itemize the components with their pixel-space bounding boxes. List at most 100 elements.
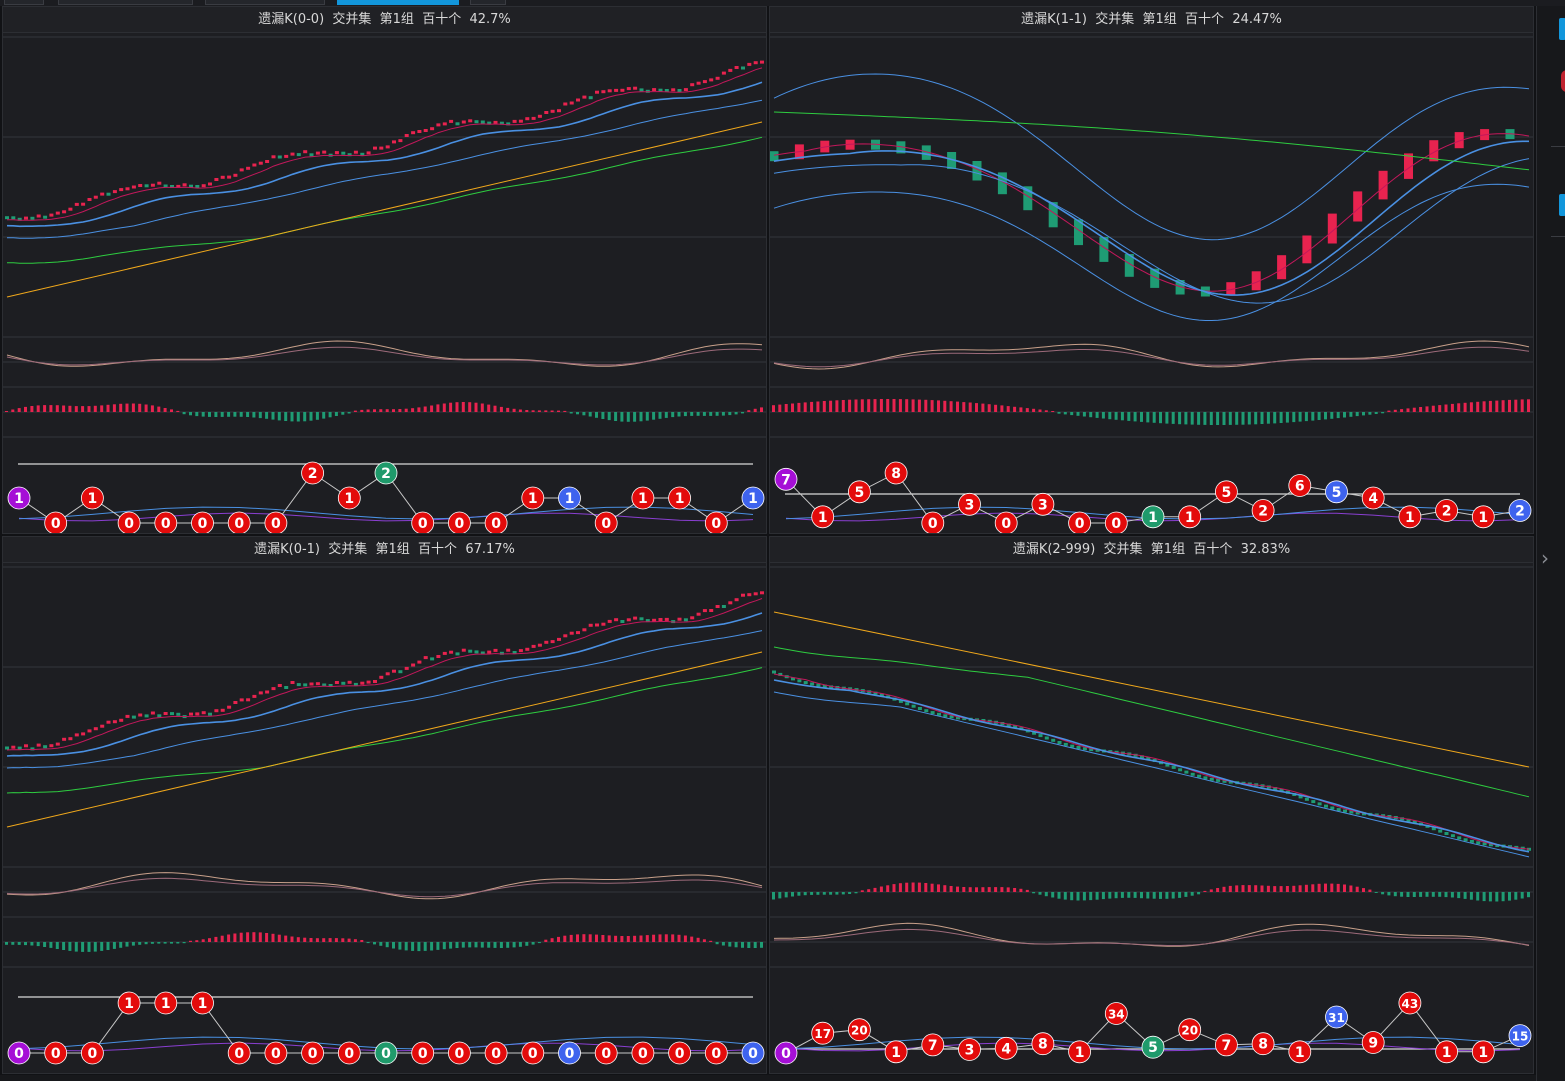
candle [664, 89, 669, 92]
candle [1412, 820, 1417, 824]
histogram-bar [728, 942, 732, 947]
histogram-bar [1495, 892, 1499, 902]
ma-line [6, 612, 763, 757]
histogram-bar [1019, 407, 1023, 412]
chart-svg[interactable]: 7 1 5 8 0 3 0 3 0 0 1 1 5 2 6 5 4 1 2 1 2 [770, 7, 1534, 534]
side-tab[interactable] [1559, 18, 1565, 40]
histogram-bar [461, 942, 465, 948]
histogram-bar [822, 892, 826, 895]
candle [1273, 787, 1278, 790]
histogram-bar [721, 412, 725, 416]
candle [150, 711, 155, 715]
histogram-bar [1412, 407, 1416, 412]
chevron-right-icon[interactable]: › [1541, 546, 1549, 570]
ma-line [773, 111, 1530, 171]
side-tab[interactable] [1559, 194, 1565, 216]
histogram-bar [835, 892, 839, 895]
toolbar-tab[interactable] [470, 0, 506, 5]
histogram-bar [709, 412, 713, 416]
count-circle [1104, 1002, 1128, 1025]
candle [112, 720, 117, 724]
histogram-bar [962, 887, 966, 892]
candle [347, 680, 352, 684]
indicator-line [773, 922, 1530, 947]
count-circle [7, 1041, 31, 1065]
candle [949, 715, 954, 719]
histogram-bar [1209, 412, 1213, 425]
histogram-bar [1108, 412, 1112, 420]
candle [334, 681, 339, 684]
histogram-bar [100, 942, 104, 951]
count-label: 0 [455, 516, 465, 532]
toolbar-button[interactable] [4, 0, 44, 5]
histogram-bar [328, 938, 332, 942]
histogram-bar [131, 403, 135, 412]
histogram-bar [1146, 892, 1150, 899]
histogram-bar [525, 942, 529, 946]
toolbar-tab[interactable] [58, 0, 193, 5]
candle [544, 111, 549, 114]
histogram-bar [170, 942, 173, 944]
candle [1076, 746, 1081, 749]
count-circle [301, 461, 325, 485]
chart-panel-0-0[interactable]: 遗漏K(0-0) 交并集 第1组 百十个 42.7% 1 0 1 0 0 0 0 0 2 1 2 0 0… [2, 6, 767, 534]
count-label: 1 [344, 491, 354, 507]
histogram-bar [1374, 412, 1378, 414]
candle [176, 184, 181, 188]
candle [506, 648, 511, 652]
histogram-bar [373, 942, 376, 945]
candle [277, 155, 282, 159]
candle [398, 139, 403, 143]
count-circle [1435, 499, 1458, 522]
candle [290, 681, 295, 684]
histogram-bar [1266, 412, 1270, 424]
candle [1355, 811, 1360, 815]
count-label: 1 [161, 996, 171, 1012]
histogram-bar [1228, 885, 1232, 892]
candle [49, 213, 54, 217]
histogram-bar [74, 942, 78, 952]
histogram-bar [620, 936, 624, 942]
count-label: 17 [814, 1027, 831, 1041]
histogram-bar [347, 938, 351, 942]
histogram-bar [930, 883, 934, 892]
histogram-bar [956, 886, 959, 892]
candle [290, 152, 295, 156]
candle [582, 628, 587, 632]
count-label: 1 [638, 491, 648, 507]
candle [265, 160, 270, 163]
chart-panel-1-1[interactable]: 遗漏K(1-1) 交并集 第1组 百十个 24.47% 7 1 5 8 0 3 0 3 0 0 1 1… [769, 6, 1534, 534]
candle [645, 619, 650, 623]
histogram-bar [398, 409, 402, 412]
histogram-bar [994, 887, 998, 892]
count-circle [558, 1041, 581, 1065]
histogram-bar [258, 932, 262, 942]
chart-svg[interactable]: 1 0 1 0 0 0 0 0 2 1 2 0 0 0 1 1 0 1 1 0 1 [3, 7, 767, 534]
side-indicator [1561, 70, 1565, 92]
count-circle [154, 991, 178, 1015]
candle [87, 729, 92, 733]
histogram-bar [1101, 412, 1105, 419]
toolbar-tab[interactable] [205, 0, 325, 5]
histogram-bar [81, 406, 85, 412]
histogram-bar [1412, 892, 1416, 897]
count-label: 2 [308, 466, 318, 482]
count-circle [1325, 480, 1348, 504]
chart-panel-2-999[interactable]: 遗漏K(2-999) 交并集 第1组 百十个 32.83% 0 17 20 1 7 3 4 8… [769, 536, 1534, 1074]
histogram-bar [43, 405, 47, 412]
histogram-bar [709, 940, 713, 942]
candle [924, 709, 929, 713]
candle [112, 190, 117, 194]
candle [709, 78, 714, 82]
histogram-bar [1082, 892, 1086, 901]
candle [360, 152, 365, 156]
toolbar-tab-active[interactable] [337, 0, 459, 5]
count-circle [411, 511, 435, 533]
chart-svg[interactable]: 0 0 0 1 1 1 0 0 0 0 0 0 0 0 0 0 0 0 0 0 0 [3, 537, 767, 1074]
histogram-bar [1406, 892, 1410, 897]
candle [379, 675, 384, 679]
chart-title: 遗漏K(1-1) 交并集 第1组 百十个 24.47% [770, 7, 1533, 33]
histogram-bar [975, 403, 978, 412]
